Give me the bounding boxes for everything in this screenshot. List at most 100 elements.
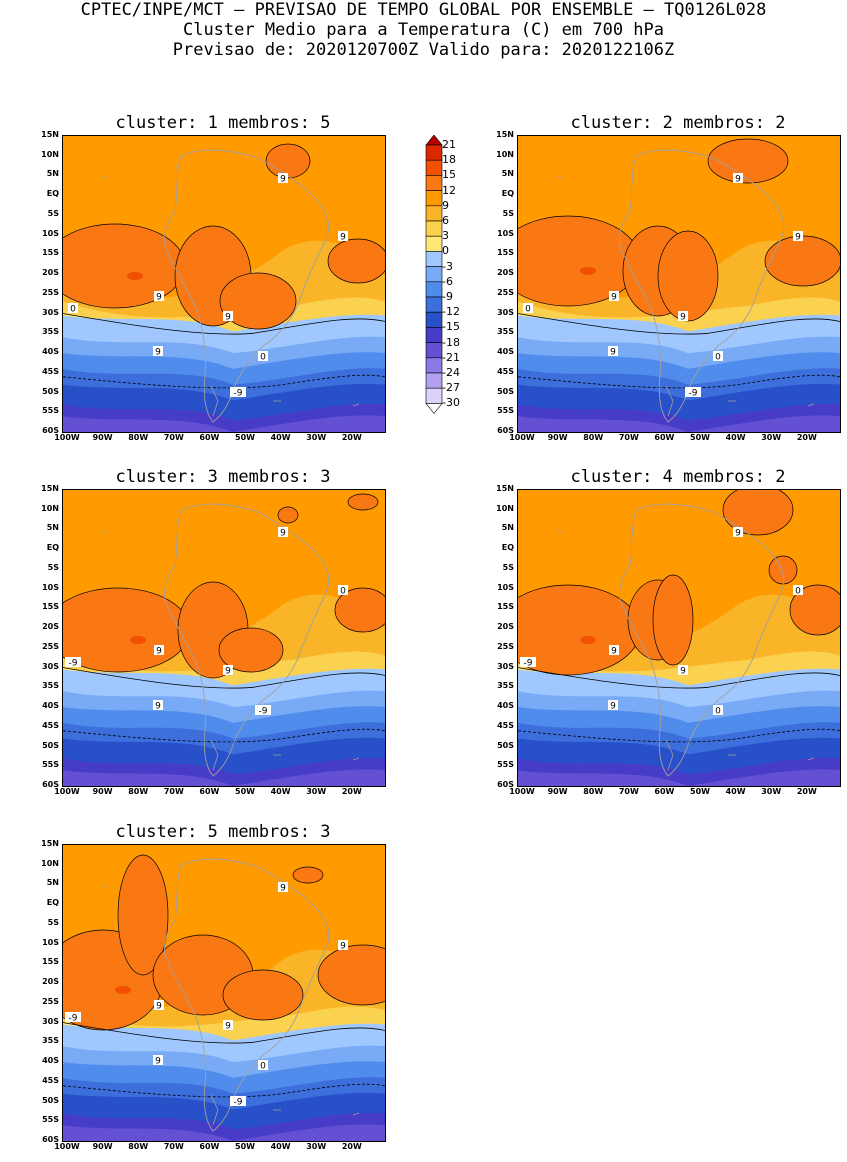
field-above-9 [219, 272, 297, 330]
longitude-tick-label: 60W [654, 787, 675, 796]
contour-0 [518, 313, 840, 335]
contour-label-text: 9 [340, 942, 346, 952]
contour-label: 9 [609, 645, 619, 657]
field-above-9 [218, 627, 284, 673]
longitude-tick-label: 30W [761, 787, 782, 796]
latitude-tick-label: 35S [42, 1036, 59, 1046]
contour-label-text: 9 [795, 233, 801, 243]
contour-label: 0 [338, 585, 348, 597]
longitude-tick-label: 80W [583, 433, 604, 442]
colorbar-box [425, 327, 443, 343]
latitude-tick-label: 15N [496, 484, 514, 493]
field-above-9 [222, 969, 304, 1021]
contour-label-text: 9 [735, 529, 741, 539]
contour-minus-9 [63, 374, 385, 389]
longitude-tick-label: 30W [761, 433, 782, 442]
longitude-tick-label: 40W [725, 787, 746, 796]
panel-title: cluster: 2 membros: 2 [570, 113, 786, 133]
field-above-9 [707, 138, 789, 184]
latitude-tick-label: EQ [501, 543, 514, 553]
latitude-tick-label: 30S [42, 307, 59, 317]
colorbar-top-arrow [425, 134, 443, 146]
latitude-tick-label: 25S [42, 996, 59, 1006]
colorbar: 21 18 15 12 9 6 3 0 -3 -6 -9 -12 -15 -18 -21 -24 -27 -30 [424, 134, 484, 445]
colorbar-label: -21 [442, 350, 460, 364]
contour-label: 9 [678, 311, 688, 323]
latitude-tick-label: 5S [47, 562, 59, 572]
latitude-tick-label: 10N [41, 858, 59, 868]
latitude-tick-label: 15S [497, 602, 514, 612]
colorbar-box [425, 235, 443, 252]
contour-label-text: 9 [610, 348, 616, 358]
contour-label: -9 [230, 387, 246, 399]
header-title: CPTEC/INPE/MCT – PREVISAO DE TEMPO GLOBA… [80, 0, 767, 20]
longitude-tick-label: 20W [341, 1142, 362, 1151]
contour-label-text: 9 [735, 175, 741, 185]
latitude-tick-label: 35S [497, 327, 514, 337]
latitude-tick-label: 30S [42, 661, 59, 671]
contour-label-text: -9 [259, 707, 268, 717]
colorbar-label: 12 [442, 183, 456, 197]
contour-label: 9 [608, 346, 618, 358]
latitude-tick-label: 30S [497, 661, 514, 671]
colorbar-box [425, 251, 443, 267]
contour-label-text: 9 [155, 702, 161, 712]
contour-label-text: 9 [156, 293, 162, 303]
field-above-9 [277, 506, 299, 524]
colorbar-label: 3 [442, 229, 449, 243]
longitude-tick-label: 90W [92, 1142, 113, 1151]
latitude-tick-label: 25S [42, 287, 59, 297]
longitude-tick-label: 20W [796, 787, 817, 796]
latitude-tick-label: 5N [501, 169, 514, 179]
contour-label-text: 9 [280, 175, 286, 185]
south-america-outline [619, 503, 785, 777]
contour-label: 9 [733, 173, 743, 185]
coastline-details [102, 175, 360, 417]
contour-label: 9 [278, 527, 288, 539]
contour-label-text: 9 [680, 313, 686, 323]
longitude-tick-label: 70W [163, 787, 184, 796]
colorbar-box [425, 342, 443, 359]
longitude-tick-label: 30W [306, 1142, 327, 1151]
latitude-tick-label: 15S [497, 248, 514, 258]
field-above-9 [117, 854, 169, 976]
field-above-9 [657, 230, 719, 322]
latitude-tick-label: 5S [502, 208, 514, 218]
colorbar-box [425, 266, 443, 283]
latitude-tick-label: 10S [42, 582, 59, 592]
contour-label-text: 9 [156, 647, 162, 657]
contour-label: 0 [713, 351, 723, 363]
latitude-tick-label: 60S [497, 426, 514, 435]
contour-label: 9 [608, 700, 618, 712]
contour-label-text: -9 [69, 659, 78, 669]
colorbar-label: -18 [442, 335, 460, 349]
temperature-map: 9 9 9 9 9 0 0 -9 [62, 135, 386, 433]
latitude-tick-label: 15S [42, 957, 59, 967]
contour-minus-9 [63, 1083, 385, 1098]
latitude-tick-label: 40S [42, 1056, 59, 1066]
longitude-tick-label: 90W [92, 787, 113, 796]
contour-label: 9 [154, 1000, 164, 1012]
latitude-tick-label: 50S [42, 386, 59, 396]
colorbar-box [425, 311, 443, 328]
longitude-tick-label: 40W [270, 433, 291, 442]
latitude-tick-label: 50S [497, 386, 514, 396]
latitude-tick-label: 5S [502, 562, 514, 572]
panel-title: cluster: 4 membros: 2 [570, 467, 786, 487]
colorbar-label: 21 [442, 138, 456, 151]
field-above-12 [130, 636, 146, 644]
field-above-9 [722, 490, 794, 536]
latitude-tick-label: 10S [497, 582, 514, 592]
field-above-9 [652, 574, 694, 666]
contour-label-text: -9 [69, 1014, 78, 1024]
contour-label-text: 9 [225, 313, 231, 323]
contour-label-text: 9 [225, 667, 231, 677]
latitude-tick-label: 45S [497, 366, 514, 376]
longitude-tick-label: 70W [618, 433, 639, 442]
latitude-tick-label: 10N [496, 149, 514, 159]
longitude-tick-label: 80W [128, 787, 149, 796]
longitude-tick-label: 60W [199, 787, 220, 796]
colorbar-label: -6 [442, 274, 453, 288]
latitude-tick-label: 20S [42, 622, 59, 632]
field-cold-band [518, 415, 840, 432]
